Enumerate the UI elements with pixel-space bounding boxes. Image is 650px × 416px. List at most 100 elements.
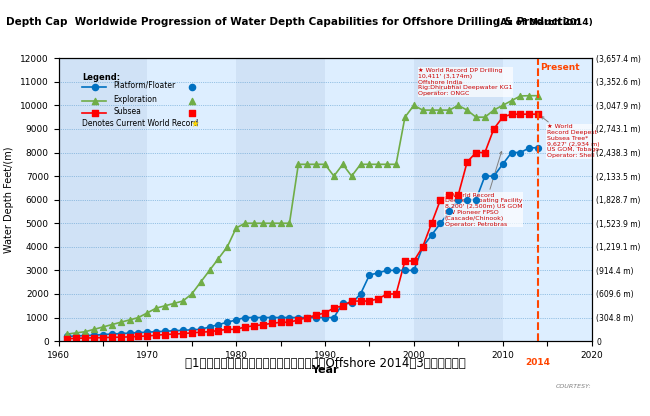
Point [196, 326, 206, 333]
Point [107, 331, 117, 337]
Point [293, 161, 304, 168]
Point [276, 314, 286, 321]
Point [276, 220, 286, 227]
Point [409, 258, 419, 264]
Point [222, 326, 233, 333]
Point [489, 107, 499, 114]
Bar [236, 58, 325, 341]
Point [533, 111, 543, 117]
Point [400, 114, 410, 121]
Point [453, 196, 463, 203]
Point [409, 267, 419, 274]
Point [346, 300, 357, 307]
Point [400, 258, 410, 264]
Text: ★ World Record DP Drilling
10,411' (3,174m)
Offshore India
Rig:Dhirubhai Deepwat: ★ World Record DP Drilling 10,411' (3,17… [419, 68, 513, 96]
Point [90, 98, 100, 104]
Point [196, 279, 206, 285]
Point [426, 232, 437, 238]
Point [98, 331, 108, 338]
Point [71, 329, 81, 336]
Point [337, 302, 348, 309]
Point [515, 149, 526, 156]
Point [151, 305, 161, 312]
Point [62, 335, 73, 342]
Point [329, 173, 339, 179]
Point [187, 327, 197, 333]
Point [257, 314, 268, 321]
Point [231, 326, 241, 333]
Point [90, 110, 100, 116]
Point [80, 335, 90, 342]
Point [116, 330, 126, 337]
Point [107, 334, 117, 341]
Point [444, 208, 454, 215]
Point [160, 331, 170, 338]
Point [293, 314, 304, 321]
Point [311, 314, 321, 321]
Point [187, 84, 197, 90]
X-axis label: Year: Year [311, 365, 339, 375]
Point [480, 173, 490, 179]
Point [480, 149, 490, 156]
Point [391, 161, 401, 168]
Point [187, 98, 197, 104]
Point [337, 300, 348, 307]
Point [89, 334, 99, 341]
Point [62, 331, 73, 337]
Point [373, 161, 384, 168]
Point [98, 334, 108, 341]
Y-axis label: Water Depth Feet/(m): Water Depth Feet/(m) [5, 146, 14, 253]
Point [302, 314, 313, 321]
Point [213, 255, 224, 262]
Text: ★: ★ [190, 119, 200, 129]
Point [124, 317, 135, 323]
Point [497, 161, 508, 168]
Point [462, 107, 473, 114]
Text: Platform/Floater: Platform/Floater [113, 81, 176, 89]
Point [71, 335, 81, 342]
Point [489, 126, 499, 132]
Point [142, 329, 153, 335]
Text: Exploration: Exploration [113, 95, 157, 104]
Point [462, 196, 473, 203]
Point [356, 161, 366, 168]
Point [222, 243, 233, 250]
Point [373, 270, 384, 276]
Point [497, 114, 508, 121]
Point [356, 298, 366, 305]
Point [284, 220, 294, 227]
Text: Denotes Current World Record: Denotes Current World Record [82, 119, 198, 129]
Point [524, 144, 534, 151]
Point [284, 314, 294, 321]
Point [71, 333, 81, 339]
Text: Present: Present [540, 63, 580, 72]
Text: 2014: 2014 [526, 358, 551, 366]
Point [142, 310, 153, 316]
Point [462, 158, 473, 165]
Point [169, 300, 179, 307]
Point [453, 192, 463, 198]
Point [515, 93, 526, 99]
Point [249, 314, 259, 321]
Text: Depth Cap  Worldwide Progression of Water Depth Capabilities for Offshore Drilli: Depth Cap Worldwide Progression of Water… [6, 17, 581, 27]
Point [400, 267, 410, 274]
Point [417, 243, 428, 250]
Point [284, 319, 294, 326]
Point [533, 144, 543, 151]
Text: 図1　掘削と生産の水深記録推移　（出典：Offshore 2014年3月号に加筆）: 図1 掘削と生産の水深記録推移 （出典：Offshore 2014年3月号に加筆… [185, 357, 465, 370]
Point [133, 329, 144, 336]
Point [382, 267, 393, 274]
Point [160, 328, 170, 334]
Point [80, 328, 90, 335]
Point [177, 298, 188, 305]
Point [436, 220, 446, 227]
Point [444, 107, 454, 114]
Point [329, 305, 339, 312]
Point [231, 317, 241, 323]
Point [391, 267, 401, 274]
Point [249, 322, 259, 329]
Point [337, 161, 348, 168]
Text: ★ World Record
Deepest Floating Facility
8,200' (2,500m) US GOM
BW Pioneer FPSO
: ★ World Record Deepest Floating Facility… [445, 151, 523, 227]
Text: Subsea: Subsea [113, 107, 141, 116]
Point [62, 333, 73, 340]
